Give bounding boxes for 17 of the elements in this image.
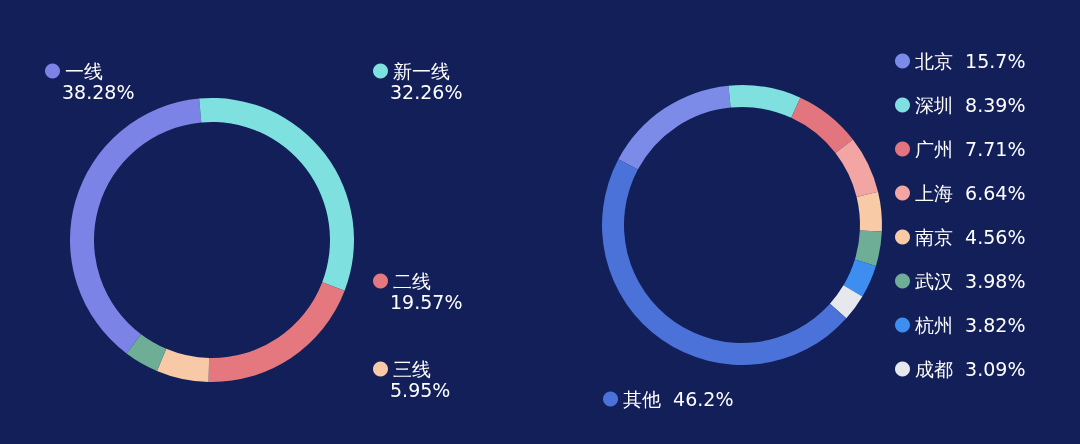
data-label: 19.57% bbox=[390, 290, 463, 313]
legend-label: 北京 15.7% bbox=[915, 50, 1026, 72]
legend-label: 二线 bbox=[393, 270, 431, 292]
data-label: 38.28% bbox=[62, 80, 135, 103]
legend-label: 南京 4.56% bbox=[915, 226, 1026, 248]
legend-label: 上海 6.64% bbox=[915, 182, 1026, 204]
legend-label: 杭州 3.82% bbox=[914, 314, 1026, 336]
legend-label: 武汉 3.98% bbox=[915, 270, 1026, 292]
legend-label: 新一线 bbox=[393, 60, 450, 82]
legend-label: 成都 3.09% bbox=[915, 358, 1026, 380]
data-label: 32.26% bbox=[390, 80, 463, 103]
legend-label: 深圳 8.39% bbox=[915, 94, 1026, 116]
legend-label: 三线 bbox=[393, 358, 431, 380]
legend-label: 一线 bbox=[65, 60, 103, 82]
legend-label: 其他 46.2% bbox=[623, 388, 734, 410]
data-label: 5.95% bbox=[390, 378, 451, 401]
legend-label: 广州 7.71% bbox=[915, 138, 1026, 160]
